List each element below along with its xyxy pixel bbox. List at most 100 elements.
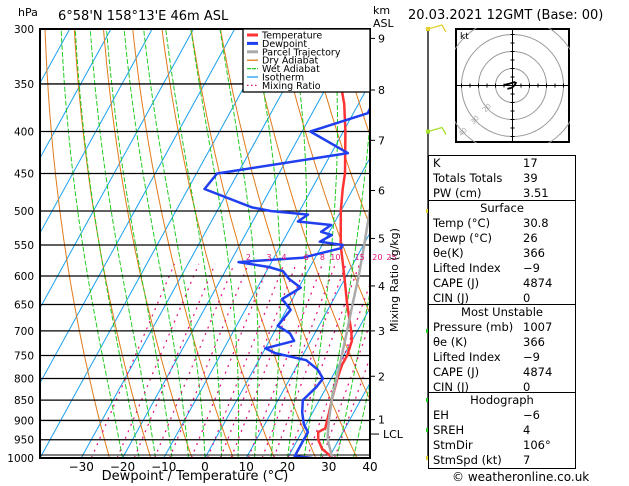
pressure-tick-label: 450: [14, 168, 34, 180]
most-unstable-index-row: CAPE (J) 4874: [429, 365, 575, 380]
most-unstable-index-row: θe (K) 366: [429, 335, 575, 350]
mixing-ratio-labels: 2 3 4 6 8 10 15 20 25: [246, 253, 397, 262]
mixing-ratio-axis-title: Mixing Ratio (g/kg): [388, 228, 401, 332]
mixing-ratio-line: [230, 263, 307, 458]
surface-title: Surface: [480, 201, 524, 215]
index-label: CIN (J): [433, 291, 470, 305]
dry-adiabat-line: [601, 29, 629, 458]
index-value: 4874: [523, 276, 553, 290]
location-title: 6°58'N 158°13'E 46m ASL: [58, 9, 229, 24]
index-label: StmSpd (kt): [433, 453, 502, 467]
temperature-tick-label: 10: [239, 460, 254, 474]
temperature-profile: [316, 29, 354, 458]
pressure-tick-label: 1000: [7, 453, 34, 465]
hodograph-index-row: SREH 4: [429, 423, 575, 438]
mixing-ratio-label: 2: [246, 253, 251, 262]
legend-label: Isotherm: [262, 73, 304, 84]
index-value: 4874: [523, 365, 553, 379]
mixing-ratio-line: [90, 263, 176, 458]
most-unstable-index-row: CIN (J) 0: [429, 380, 575, 395]
mixing-ratio-label: 20: [372, 253, 382, 262]
mixing-ratio-line: [247, 263, 324, 458]
dry-adiabat-line: [571, 29, 629, 458]
km-tick-label: 9: [378, 32, 385, 45]
pressure-tick-label: 900: [14, 415, 34, 427]
index-label: StmDir: [433, 438, 473, 452]
wet-adiabat-line: [190, 29, 240, 458]
isotherm-line: [80, 29, 318, 458]
index-label: K: [433, 156, 441, 170]
km-tick-label: 1: [378, 414, 385, 427]
index-value: 4: [523, 423, 531, 437]
isotherm-line: [204, 156, 370, 458]
index-label: Lifted Index: [433, 261, 501, 275]
index-label: CAPE (J): [433, 365, 480, 379]
index-value: 17: [523, 156, 538, 170]
km-tick-label: 3: [378, 325, 385, 338]
index-value: 39: [523, 171, 538, 185]
pressure-tick-label: 750: [14, 350, 34, 362]
isotherm-line: [163, 81, 370, 458]
temperature-tick-label: −30: [69, 460, 94, 474]
dry-adiabat-line: [73, 29, 152, 458]
km-label: km: [373, 4, 391, 17]
general-index-row: PW (cm) 3.51: [429, 186, 575, 201]
pressure-tick-label: 600: [14, 271, 34, 283]
km-tick-label: 7: [378, 134, 385, 147]
most-unstable-title: Most Unstable: [461, 305, 543, 319]
temperature-tick-label: 30: [321, 460, 336, 474]
lcl-label: LCL: [383, 428, 404, 441]
km-tick-label: 2: [378, 370, 385, 383]
wet-adiabat-line: [165, 29, 222, 458]
dry-adiabat-line: [307, 29, 370, 228]
mixing-ratio-line: [273, 263, 347, 458]
mixing-ratio-line: [133, 263, 216, 458]
isotherm-line: [287, 306, 370, 458]
index-label: Temp (°C): [433, 216, 491, 230]
index-value: 0: [523, 380, 531, 394]
dry-adiabat-line: [44, 29, 110, 458]
legend-label: Mixing Ratio: [262, 81, 321, 92]
km-tick-label: 4: [378, 280, 385, 293]
hodograph-title: Hodograph: [470, 393, 534, 407]
index-label: PW (cm): [433, 186, 482, 200]
most-unstable-index-row: Lifted Index −9: [429, 350, 575, 365]
surface-index-row: Temp (°C) 30.8: [429, 216, 575, 231]
mixing-ratio-label: 8: [320, 253, 325, 262]
legend-label: Dewpoint: [262, 39, 307, 50]
surface-index-row: CIN (J) 0: [429, 291, 575, 306]
hodograph-ring-label: 30: [469, 114, 481, 126]
mixing-ratio-line: [306, 282, 370, 458]
legend-label: Dry Adiabat: [262, 56, 319, 67]
hodograph-trace: [503, 81, 518, 90]
general-indices-box: K 17 Totals Totals 39 PW (cm) 3.51: [428, 155, 576, 202]
wet-adiabat-line: [60, 29, 123, 458]
index-value: 0: [523, 291, 531, 305]
mixing-ratio-label: 10: [330, 253, 340, 262]
hodograph-units-label: kt: [460, 32, 469, 42]
legend-box: [242, 28, 371, 93]
surface-index-row: θe(K) 366: [429, 246, 575, 261]
wet-adiabat-line: [89, 29, 156, 458]
temperature-tick-label: 40: [362, 460, 377, 474]
index-label: Dewp (°C): [433, 231, 493, 245]
mixing-ratio-label: 6: [304, 253, 309, 262]
temperature-tick-label: 20: [280, 460, 295, 474]
most-unstable-index-row: Pressure (mb) 1007: [429, 320, 575, 335]
index-value: 7: [523, 453, 531, 467]
index-label: θe(K): [433, 246, 464, 260]
index-value: 1007: [523, 320, 553, 334]
index-label: EH: [433, 408, 449, 422]
index-value: −6: [523, 408, 540, 422]
pressure-tick-label: 850: [14, 395, 34, 407]
general-index-row: Totals Totals 39: [429, 171, 575, 186]
pressure-tick-label: 550: [14, 240, 34, 252]
mixing-ratio-label: 15: [355, 253, 365, 262]
pressure-tick-label: 300: [14, 24, 34, 36]
pressure-tick-label: 650: [14, 300, 34, 312]
isotherm-line: [40, 29, 194, 310]
x-axis-title: Dewpoint / Temperature (°C): [102, 469, 289, 484]
isotherm-line: [40, 29, 112, 160]
mixing-ratio-line: [116, 263, 200, 458]
dry-adiabat-line: [278, 29, 370, 315]
